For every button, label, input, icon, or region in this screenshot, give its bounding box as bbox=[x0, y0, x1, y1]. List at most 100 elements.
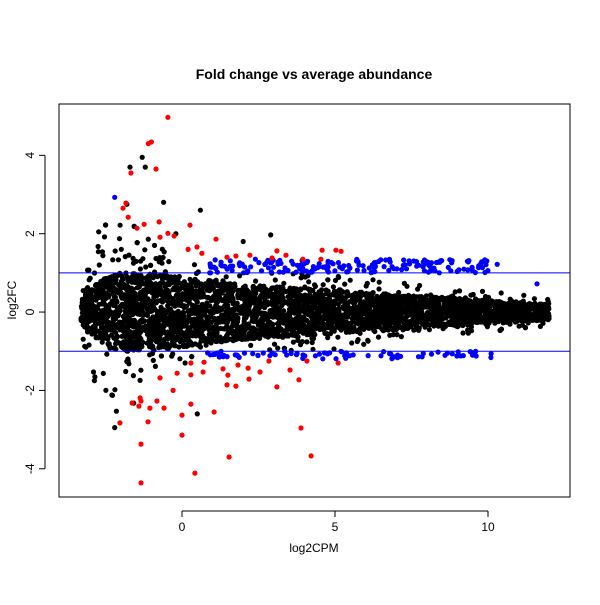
de-point-blue bbox=[235, 353, 241, 359]
point bbox=[225, 319, 231, 325]
de-point-red bbox=[201, 359, 207, 365]
point bbox=[84, 286, 90, 292]
de-point-blue bbox=[448, 268, 454, 274]
de-point-blue bbox=[267, 353, 273, 359]
point bbox=[337, 287, 343, 293]
point bbox=[272, 277, 278, 283]
point bbox=[435, 309, 441, 315]
point bbox=[146, 325, 152, 331]
point bbox=[325, 317, 331, 323]
point bbox=[535, 303, 541, 309]
point bbox=[343, 301, 349, 307]
point bbox=[158, 344, 164, 350]
point bbox=[279, 284, 285, 290]
de-point-blue bbox=[482, 257, 488, 263]
point bbox=[191, 279, 197, 285]
point bbox=[376, 279, 382, 285]
point bbox=[138, 367, 144, 373]
point bbox=[169, 353, 175, 359]
point bbox=[172, 303, 178, 309]
point bbox=[299, 314, 305, 320]
point bbox=[389, 294, 395, 300]
point bbox=[527, 316, 534, 323]
point bbox=[151, 293, 157, 299]
point bbox=[541, 309, 547, 315]
point bbox=[411, 299, 417, 305]
point bbox=[545, 296, 551, 303]
point bbox=[210, 324, 216, 330]
point bbox=[161, 199, 167, 205]
point bbox=[103, 387, 109, 393]
point bbox=[220, 336, 226, 342]
point bbox=[474, 311, 480, 317]
de-point-blue bbox=[312, 353, 318, 359]
point bbox=[93, 314, 99, 320]
point bbox=[129, 318, 135, 324]
point bbox=[390, 326, 396, 332]
point bbox=[335, 301, 341, 307]
de-point-red bbox=[188, 372, 194, 378]
point bbox=[288, 316, 294, 323]
point bbox=[164, 298, 170, 304]
point bbox=[297, 295, 303, 301]
point bbox=[546, 301, 552, 307]
point bbox=[176, 336, 182, 342]
chart-title: Fold change vs average abundance bbox=[196, 66, 433, 82]
point bbox=[125, 315, 131, 321]
de-point-red bbox=[274, 384, 280, 390]
point bbox=[307, 288, 313, 294]
point bbox=[151, 288, 157, 295]
point bbox=[506, 310, 513, 316]
point bbox=[97, 316, 103, 322]
point bbox=[179, 312, 185, 318]
y-tick-label: 0 bbox=[23, 308, 37, 315]
point bbox=[387, 332, 393, 338]
point bbox=[403, 301, 409, 307]
point bbox=[250, 298, 256, 304]
point bbox=[318, 289, 324, 295]
point bbox=[242, 304, 248, 310]
point bbox=[356, 328, 362, 334]
de-point-red bbox=[318, 256, 324, 262]
point bbox=[344, 310, 350, 316]
de-point-blue bbox=[389, 356, 395, 362]
point bbox=[443, 299, 450, 305]
point bbox=[397, 317, 403, 323]
point bbox=[330, 284, 336, 290]
point bbox=[202, 304, 208, 310]
point bbox=[86, 267, 92, 273]
point bbox=[253, 327, 259, 333]
point bbox=[80, 312, 86, 319]
de-point-blue bbox=[112, 194, 118, 200]
point bbox=[153, 284, 159, 290]
point bbox=[123, 340, 130, 346]
point bbox=[412, 326, 418, 332]
de-point-blue bbox=[439, 258, 445, 264]
point bbox=[499, 308, 505, 314]
de-point-blue bbox=[354, 267, 360, 273]
point bbox=[262, 310, 268, 317]
point bbox=[135, 335, 141, 341]
point bbox=[90, 327, 96, 333]
de-point-blue bbox=[376, 258, 382, 265]
de-point-blue bbox=[403, 266, 410, 272]
de-point-red bbox=[157, 375, 163, 381]
point bbox=[118, 246, 124, 252]
point bbox=[380, 327, 386, 334]
point bbox=[430, 310, 436, 316]
point bbox=[202, 324, 209, 330]
point bbox=[145, 236, 151, 242]
de-point-blue bbox=[325, 258, 331, 264]
de-point-blue bbox=[411, 258, 417, 264]
point bbox=[331, 298, 337, 304]
point bbox=[267, 308, 273, 314]
point bbox=[90, 369, 97, 375]
point bbox=[112, 387, 118, 393]
point bbox=[254, 312, 260, 318]
point bbox=[388, 310, 394, 316]
de-point-red bbox=[174, 370, 180, 376]
de-point-blue bbox=[289, 258, 295, 264]
point bbox=[187, 317, 193, 323]
point bbox=[262, 333, 269, 339]
point bbox=[240, 238, 246, 245]
